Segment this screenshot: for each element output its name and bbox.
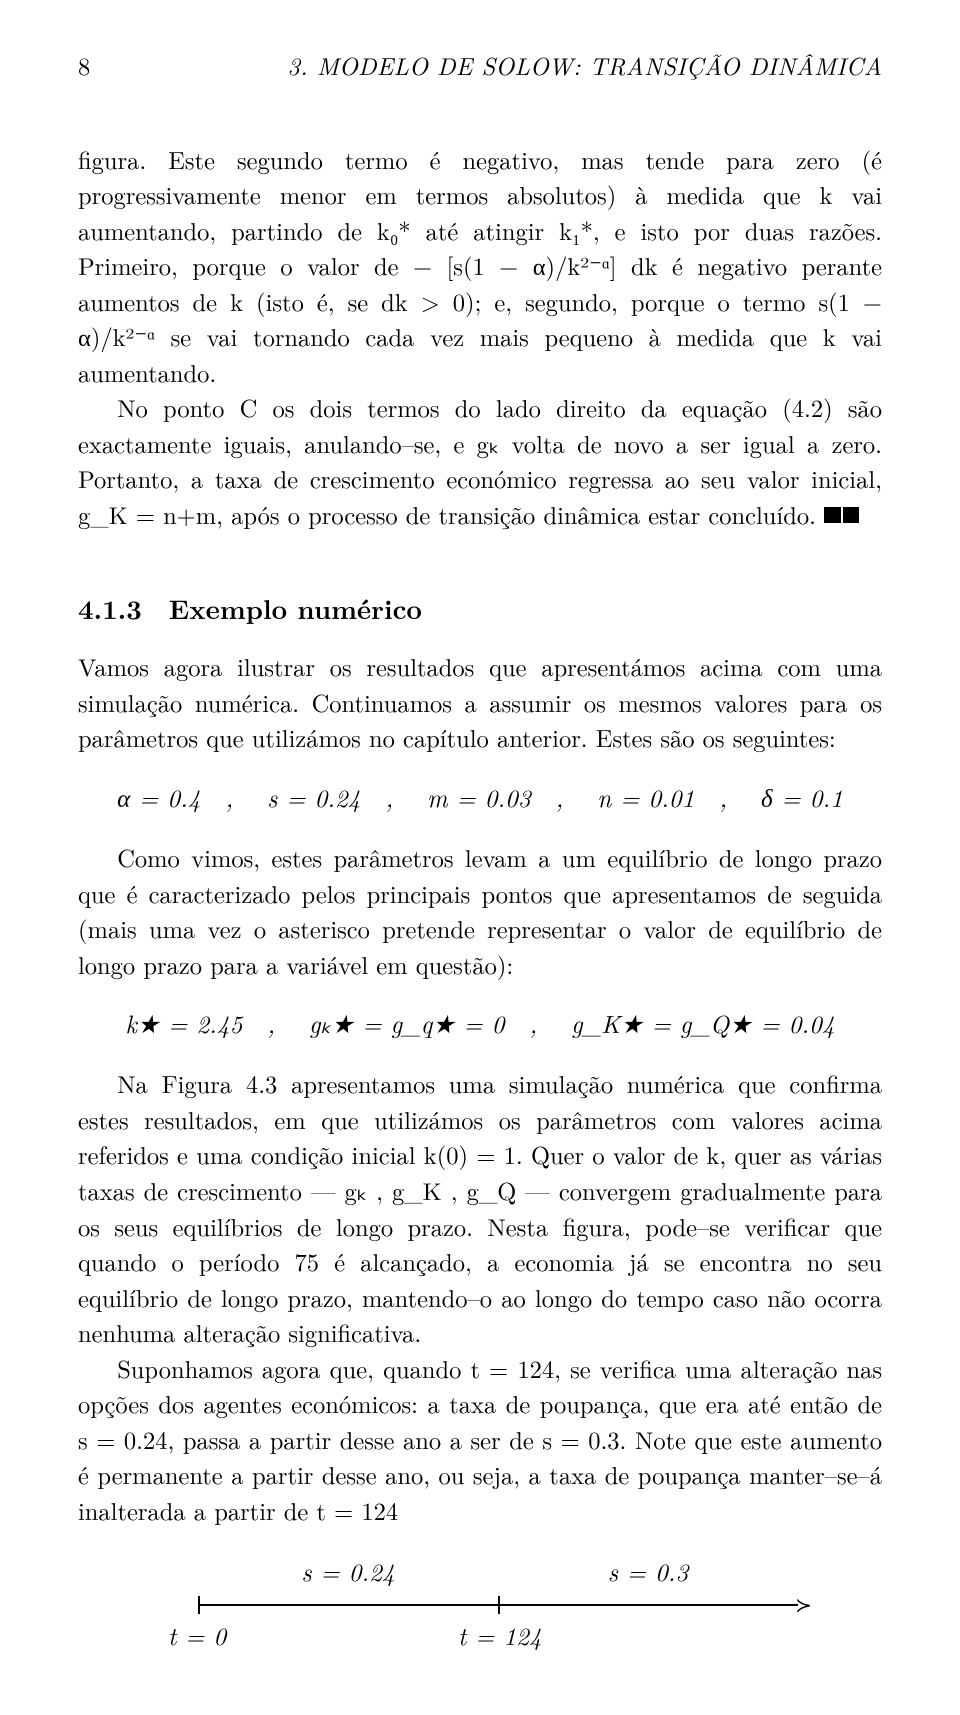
running-header: 8 3. MODELO DE SOLOW: TRANSIÇÃO DINÂMICA <box>78 48 882 84</box>
paragraph-2-text: No ponto C os dois termos do lado direit… <box>78 390 882 532</box>
timeline-tick <box>498 1596 500 1614</box>
timeline-top-right-label: s = 0.3 <box>498 1554 798 1590</box>
paragraph-3: Vamos agora ilustrar os resultados que a… <box>78 649 882 756</box>
paragraph-2: No ponto C os dois termos do lado direit… <box>78 390 882 532</box>
timeline-bottom-labels: t = 0 t = 124 <box>198 1618 798 1654</box>
timeline-tick <box>198 1596 200 1614</box>
qed-square-icon <box>843 507 860 524</box>
section-heading: 4.1.3 Exemplo numérico <box>78 588 882 627</box>
running-title: 3. MODELO DE SOLOW: TRANSIÇÃO DINÂMICA <box>287 48 882 84</box>
timeline-bottom-right-label: t = 124 <box>458 1618 542 1654</box>
paragraph-6: Suponhamos agora que, quando t = 124, se… <box>78 1351 882 1529</box>
equilibrium-values-line: k★ = 2.45 , gₖ★ = g_q★ = 0 , g_K★ = g_Q★… <box>78 1006 882 1042</box>
parameter-values-line: α = 0.4 , s = 0.24 , m = 0.03 , n = 0.01… <box>78 780 882 816</box>
arrow-right-icon: ≻ <box>795 1594 812 1614</box>
page-number: 8 <box>78 48 90 84</box>
timeline-diagram: s = 0.24 s = 0.3 ≻ t = 0 t = 124 <box>198 1554 798 1655</box>
timeline-top-left-label: s = 0.24 <box>198 1554 498 1590</box>
timeline-top-labels: s = 0.24 s = 0.3 <box>198 1554 798 1590</box>
paragraph-4: Como vimos, estes parâmetros levam a um … <box>78 840 882 982</box>
paragraph-5: Na Figura 4.3 apresentamos uma simulação… <box>78 1066 882 1350</box>
timeline-axis: ≻ <box>198 1594 798 1616</box>
qed-square-icon <box>824 507 841 524</box>
paragraph-1: figura. Este segundo termo é negativo, m… <box>78 142 882 391</box>
